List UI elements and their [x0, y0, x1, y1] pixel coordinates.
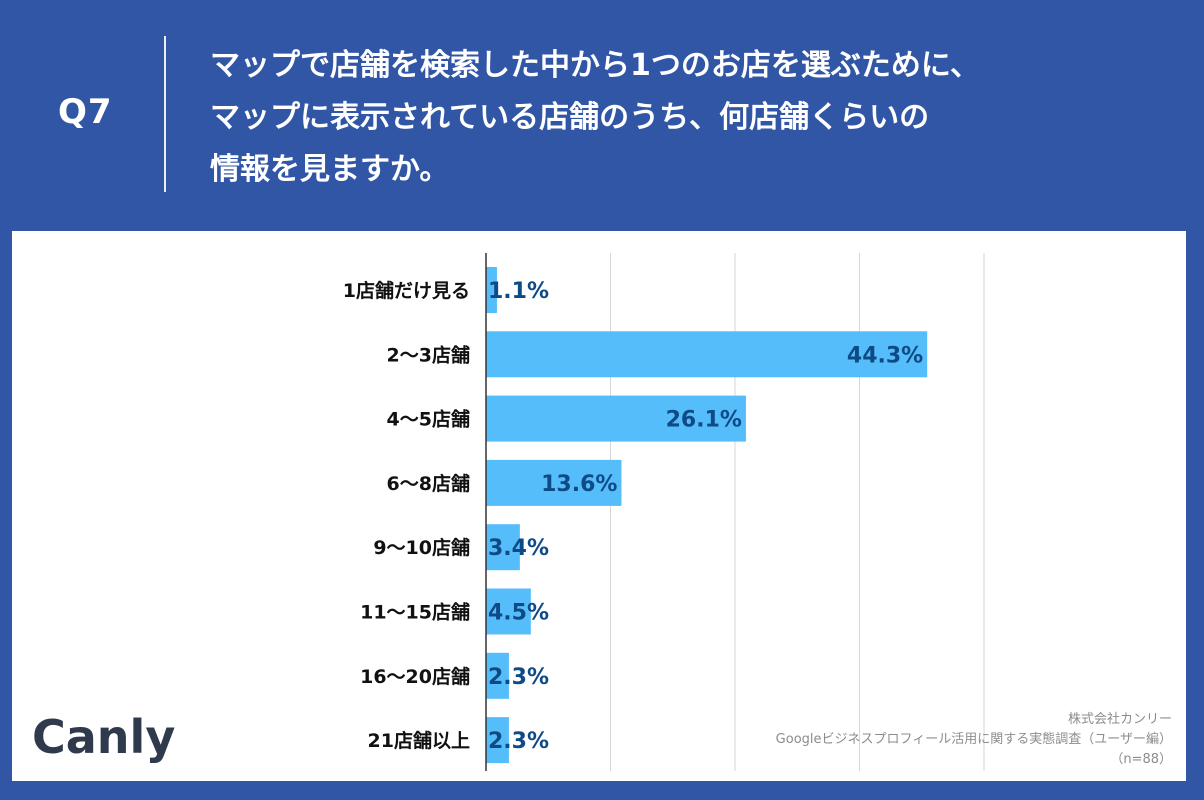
grid-lines: [610, 253, 985, 771]
value-label: 1.1%: [488, 279, 549, 304]
question-line-2: マップに表示されている店舗のうち、何店舗くらいの: [210, 100, 930, 135]
value-label: 13.6%: [541, 472, 617, 497]
bar: [486, 267, 497, 313]
source-sample-size: （n=88）: [1110, 752, 1172, 767]
bar: [486, 652, 509, 699]
value-label: 2.3%: [488, 729, 549, 754]
bar: [486, 588, 531, 635]
canly-logo: Canly: [32, 710, 176, 764]
category-label: 9〜10店舗: [373, 536, 470, 559]
bar: [486, 395, 746, 442]
source-survey: Googleビジネスプロフィール活用に関する実態調査（ユーザー編）: [775, 732, 1172, 747]
value-label: 4.5%: [488, 601, 549, 626]
question-text: マップで店舗を検索した中から1つのお店を選ぶために、 マップに表示されている店舗…: [210, 40, 1170, 196]
category-label: 11〜15店舗: [360, 601, 470, 624]
category-label: 1店舗だけ見る: [343, 279, 470, 302]
value-label: 44.3%: [847, 343, 923, 368]
source-company: 株式会社カンリー: [1067, 712, 1172, 727]
category-label: 6〜8店舗: [387, 472, 470, 495]
bars: [486, 267, 928, 764]
header: Q7 マップで店舗を検索した中から1つのお店を選ぶために、 マップに表示されてい…: [0, 0, 1204, 230]
bar: [486, 459, 622, 506]
category-label: 21店舗以上: [368, 729, 470, 752]
category-label: 16〜20店舗: [360, 665, 470, 688]
chart-panel: 1店舗だけ見る 2〜3店舗 4〜5店舗 6〜8店舗 9〜10店舗 11〜15店舗 16〜20…: [12, 231, 1186, 781]
bar: [486, 524, 520, 571]
header-divider: [164, 36, 166, 192]
question-line-1: マップで店舗を検索した中から1つのお店を選ぶために、: [210, 48, 980, 83]
value-label: 3.4%: [488, 536, 549, 561]
question-number: Q7: [58, 92, 113, 132]
category-label: 2〜3店舗: [387, 343, 470, 366]
bar: [486, 717, 509, 764]
value-label: 2.3%: [488, 665, 549, 690]
value-labels: 1.1% 44.3% 26.1% 13.6% 3.4% 4.5% 2.3% 2.3%: [488, 279, 923, 754]
value-label: 26.1%: [666, 408, 742, 433]
bar-chart: 1店舗だけ見る 2〜3店舗 4〜5店舗 6〜8店舗 9〜10店舗 11〜15店舗 16〜20…: [343, 253, 985, 771]
category-labels: 1店舗だけ見る 2〜3店舗 4〜5店舗 6〜8店舗 9〜10店舗 11〜15店舗 16〜20…: [343, 279, 470, 752]
category-label: 4〜5店舗: [387, 408, 470, 431]
question-line-3: 情報を見ますか。: [210, 152, 450, 187]
source-note: 株式会社カンリー Googleビジネスプロフィール活用に関する実態調査（ユーザー…: [776, 710, 1172, 770]
bar: [486, 331, 928, 378]
